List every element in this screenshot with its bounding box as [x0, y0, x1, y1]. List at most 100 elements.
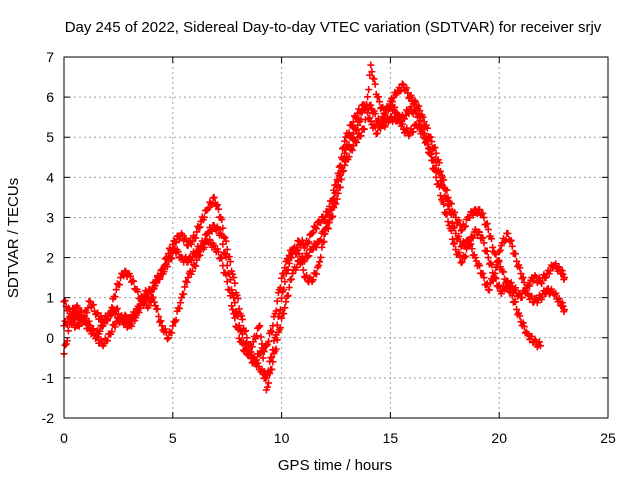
data-point: [501, 285, 509, 293]
data-point: [277, 324, 285, 332]
data-point: [238, 339, 246, 347]
data-point: [280, 310, 288, 318]
data-point: [440, 200, 448, 208]
data-point: [374, 93, 382, 101]
data-point: [519, 319, 527, 327]
data-point: [450, 224, 458, 232]
data-point: [126, 272, 134, 280]
data-point: [218, 232, 226, 240]
data-point: [222, 271, 230, 279]
data-point: [444, 218, 452, 226]
data-point: [367, 61, 375, 69]
data-point: [348, 134, 356, 142]
data-point: [516, 312, 524, 320]
data-point: [146, 286, 154, 294]
data-point: [284, 292, 292, 300]
data-point: [172, 239, 180, 247]
y-tick-label: -1: [42, 370, 55, 386]
data-point: [329, 204, 337, 212]
data-point: [482, 221, 490, 229]
data-point: [324, 225, 332, 233]
data-point: [288, 270, 296, 278]
data-point: [460, 254, 468, 262]
data-point: [219, 262, 227, 270]
data-point: [296, 260, 304, 268]
data-point: [223, 278, 231, 286]
data-point: [234, 295, 242, 303]
data-point: [269, 322, 277, 330]
data-point: [278, 274, 286, 282]
data-point: [517, 270, 525, 278]
data-point: [479, 234, 487, 242]
data-point: [134, 288, 142, 296]
data-point: [188, 238, 196, 246]
data-point: [432, 173, 440, 181]
data-point: [349, 142, 357, 150]
data-point: [496, 246, 504, 254]
data-point: [345, 129, 353, 137]
data-point: [489, 243, 497, 251]
data-point: [512, 284, 520, 292]
data-point: [423, 124, 431, 132]
data-point: [411, 98, 419, 106]
data-point: [371, 110, 379, 118]
data-point: [85, 317, 93, 325]
data-point: [204, 229, 212, 237]
data-point: [484, 254, 492, 262]
data-point: [300, 257, 308, 265]
data-point: [238, 315, 246, 323]
data-point: [281, 304, 289, 312]
data-point: [480, 274, 488, 282]
data-point: [182, 277, 190, 285]
data-point: [104, 337, 112, 345]
data-point: [420, 118, 428, 126]
data-point: [248, 359, 256, 367]
data-point: [260, 368, 268, 376]
data-point: [471, 254, 479, 262]
data-point: [381, 123, 389, 131]
data-point: [476, 262, 484, 270]
data-point: [537, 342, 545, 350]
data-point: [504, 278, 512, 286]
data-point: [345, 141, 353, 149]
data-point: [113, 305, 121, 312]
data-point: [200, 243, 208, 251]
series-track-b: [60, 61, 568, 367]
data-point: [180, 290, 188, 298]
data-point: [546, 267, 554, 275]
data-point: [293, 263, 301, 271]
data-point: [330, 194, 338, 202]
data-point: [325, 212, 333, 220]
data-point: [416, 117, 424, 125]
data-point: [436, 177, 444, 185]
data-point: [385, 116, 393, 124]
data-point: [450, 240, 458, 248]
data-point: [519, 273, 527, 281]
data-point: [294, 246, 302, 254]
data-point: [169, 322, 177, 330]
data-point: [277, 306, 285, 314]
data-point: [182, 234, 190, 242]
data-point: [281, 278, 289, 286]
data-point: [401, 115, 409, 123]
data-point: [281, 264, 289, 272]
data-point: [451, 239, 459, 247]
data-point: [108, 328, 116, 336]
data-point: [420, 130, 428, 138]
data-point: [154, 305, 162, 313]
data-point: [161, 325, 169, 333]
data-point: [469, 234, 477, 242]
data-point: [231, 299, 239, 307]
data-point: [518, 293, 526, 301]
data-point: [508, 242, 516, 250]
data-point: [340, 155, 348, 163]
data-point: [337, 163, 345, 171]
data-point: [552, 289, 560, 297]
data-point: [419, 125, 427, 133]
data-point: [155, 312, 163, 320]
data-point: [229, 306, 237, 314]
data-point: [219, 240, 227, 248]
data-point: [184, 274, 192, 282]
data-point: [500, 268, 508, 276]
data-point: [120, 316, 128, 324]
